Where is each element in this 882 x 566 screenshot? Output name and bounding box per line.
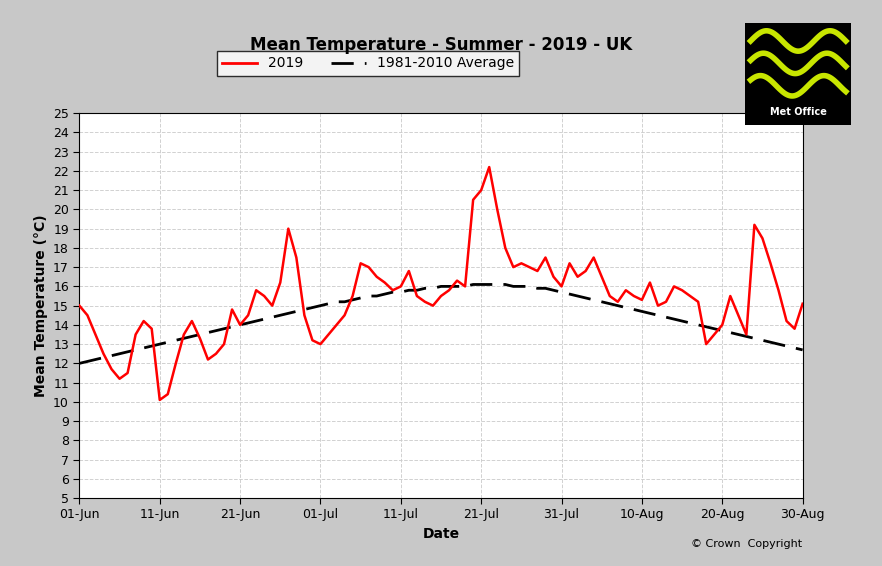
Y-axis label: Mean Temperature (°C): Mean Temperature (°C)	[34, 215, 48, 397]
Text: Met Office: Met Office	[770, 108, 826, 117]
Text: Mean Temperature - Summer - 2019 - UK: Mean Temperature - Summer - 2019 - UK	[250, 36, 632, 54]
X-axis label: Date: Date	[422, 527, 460, 541]
Legend: 2019, 1981-2010 Average: 2019, 1981-2010 Average	[216, 51, 519, 76]
Text: © Crown  Copyright: © Crown Copyright	[691, 539, 803, 549]
